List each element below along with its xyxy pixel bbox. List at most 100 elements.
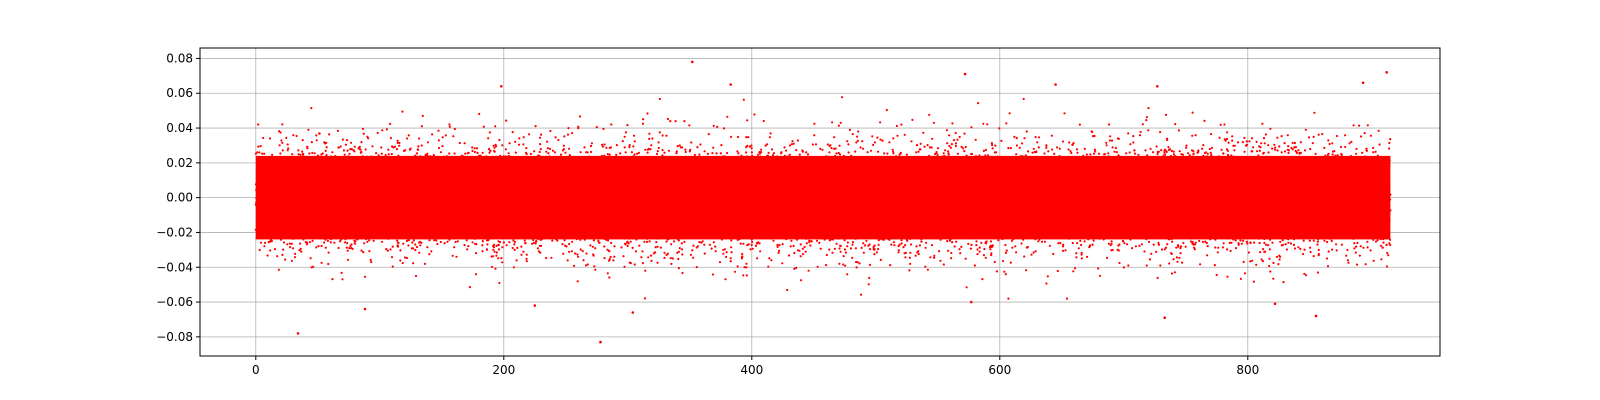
data-point xyxy=(626,244,629,248)
data-point xyxy=(313,152,316,155)
data-point xyxy=(1285,248,1288,251)
data-point xyxy=(756,257,759,260)
data-point xyxy=(1037,136,1041,139)
data-point xyxy=(1388,141,1391,145)
data-point xyxy=(1308,239,1311,242)
data-point xyxy=(724,278,727,281)
data-point xyxy=(871,135,874,138)
data-point xyxy=(881,139,884,142)
data-point xyxy=(975,240,978,243)
data-point xyxy=(714,250,717,253)
data-point xyxy=(507,152,510,155)
data-point xyxy=(1372,146,1375,150)
data-point xyxy=(1166,243,1169,246)
data-point xyxy=(481,151,484,154)
data-point xyxy=(1209,151,1212,154)
data-point xyxy=(675,150,678,153)
data-point xyxy=(1241,141,1244,144)
data-point xyxy=(1364,263,1367,266)
data-point xyxy=(725,251,728,254)
data-point xyxy=(714,245,717,248)
data-point xyxy=(877,243,880,246)
data-point xyxy=(346,258,350,261)
data-point xyxy=(1086,255,1089,258)
data-point xyxy=(1155,145,1158,148)
data-point xyxy=(389,137,392,140)
data-point xyxy=(776,245,779,248)
data-point xyxy=(551,239,554,242)
data-point xyxy=(349,148,352,151)
data-point xyxy=(799,243,802,246)
data-point xyxy=(1021,142,1024,145)
data-points xyxy=(254,60,1392,344)
data-point xyxy=(1272,277,1275,280)
data-point xyxy=(1167,146,1170,149)
data-point xyxy=(1170,149,1173,153)
data-point xyxy=(1339,145,1343,149)
data-point xyxy=(1015,144,1019,147)
data-point xyxy=(1071,241,1074,245)
data-point xyxy=(346,242,349,245)
data-point xyxy=(645,240,649,243)
data-point xyxy=(839,121,842,124)
data-point xyxy=(838,144,841,147)
data-point xyxy=(1091,243,1094,246)
data-point xyxy=(606,153,609,156)
data-point xyxy=(1327,139,1330,142)
data-point xyxy=(605,146,608,149)
data-point xyxy=(1336,154,1339,157)
data-point xyxy=(1283,150,1287,153)
data-point xyxy=(833,136,836,139)
data-point xyxy=(1302,252,1305,256)
data-point xyxy=(431,133,434,136)
data-point xyxy=(1157,243,1160,246)
data-point xyxy=(1278,258,1281,261)
data-point xyxy=(725,255,728,258)
data-point xyxy=(279,152,282,155)
data-point xyxy=(601,143,604,146)
data-point xyxy=(372,239,375,242)
data-point xyxy=(590,142,594,145)
data-point xyxy=(1160,248,1164,251)
data-point xyxy=(970,243,973,246)
data-point xyxy=(842,255,845,258)
data-point xyxy=(890,243,893,246)
data-point xyxy=(1179,252,1182,255)
data-point xyxy=(677,257,680,261)
data-point xyxy=(675,152,678,155)
data-point xyxy=(359,148,362,151)
data-point xyxy=(464,152,467,155)
data-point xyxy=(520,245,523,248)
data-point xyxy=(659,246,663,249)
data-point xyxy=(1267,244,1270,247)
data-point xyxy=(837,151,840,155)
data-point xyxy=(904,244,907,247)
data-point xyxy=(661,149,664,152)
data-point xyxy=(952,139,956,142)
data-point xyxy=(492,248,495,251)
data-point xyxy=(1233,149,1236,152)
data-point xyxy=(1225,137,1229,141)
data-point xyxy=(1335,249,1338,252)
data-point xyxy=(381,129,384,132)
data-point xyxy=(324,149,327,152)
data-point xyxy=(760,148,763,151)
data-point xyxy=(523,239,526,242)
data-point xyxy=(950,257,953,260)
data-point xyxy=(1075,252,1078,255)
data-point xyxy=(936,153,939,157)
data-point xyxy=(473,147,476,150)
data-point xyxy=(1075,148,1078,151)
data-point xyxy=(669,257,672,260)
data-point xyxy=(873,141,877,144)
data-point xyxy=(1113,150,1116,153)
data-point xyxy=(838,153,842,156)
data-point xyxy=(879,121,882,124)
data-point xyxy=(650,259,653,262)
data-point xyxy=(933,254,936,257)
data-point xyxy=(1059,242,1062,245)
data-point xyxy=(806,153,810,156)
data-point xyxy=(791,140,794,143)
data-point xyxy=(603,143,606,146)
